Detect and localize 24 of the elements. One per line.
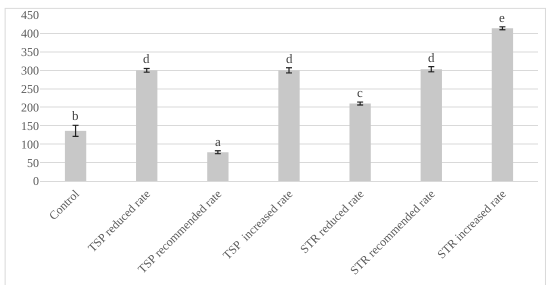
annotation: e [499, 10, 505, 25]
annotation: d [143, 51, 150, 66]
annotation: b [72, 108, 78, 123]
y-tick-label: 350 [21, 45, 39, 60]
annotation: d [286, 51, 293, 66]
annotation: a [215, 134, 221, 149]
y-tick-label: 300 [21, 64, 39, 78]
annotation: d [428, 50, 435, 65]
bar [349, 104, 371, 181]
y-tick-label: 400 [21, 26, 39, 41]
bar [207, 152, 229, 181]
y-tick-label: 0 [33, 174, 39, 188]
bar [136, 70, 158, 181]
y-tick-label: 450 [21, 8, 39, 22]
bar [64, 130, 86, 181]
y-tick-label: 50 [27, 156, 39, 170]
y-tick-label: 100 [21, 137, 39, 152]
bar [492, 28, 514, 181]
y-tick-label: 250 [21, 82, 39, 96]
bar [278, 70, 300, 181]
y-tick-label: 150 [21, 118, 39, 133]
annotation: c [357, 85, 363, 100]
y-tick-label: 200 [21, 100, 39, 114]
bar [420, 69, 442, 181]
